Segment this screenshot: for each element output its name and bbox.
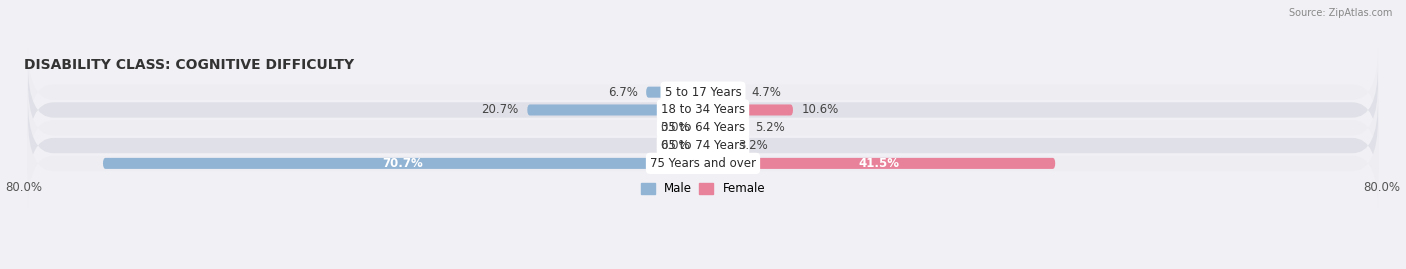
FancyBboxPatch shape — [527, 104, 703, 115]
Text: 41.5%: 41.5% — [859, 157, 900, 170]
Text: 75 Years and over: 75 Years and over — [650, 157, 756, 170]
Text: 10.6%: 10.6% — [801, 104, 839, 116]
Legend: Male, Female: Male, Female — [641, 182, 765, 196]
Text: 70.7%: 70.7% — [382, 157, 423, 170]
Text: 35 to 64 Years: 35 to 64 Years — [661, 121, 745, 134]
FancyBboxPatch shape — [28, 118, 1378, 209]
Text: 5 to 17 Years: 5 to 17 Years — [665, 86, 741, 99]
FancyBboxPatch shape — [703, 158, 1054, 169]
FancyBboxPatch shape — [647, 87, 703, 98]
Text: 18 to 34 Years: 18 to 34 Years — [661, 104, 745, 116]
FancyBboxPatch shape — [703, 140, 730, 151]
FancyBboxPatch shape — [703, 104, 793, 115]
FancyBboxPatch shape — [103, 158, 703, 169]
Text: 65 to 74 Years: 65 to 74 Years — [661, 139, 745, 152]
Text: 4.7%: 4.7% — [751, 86, 782, 99]
FancyBboxPatch shape — [28, 100, 1378, 191]
FancyBboxPatch shape — [703, 87, 742, 98]
Text: 20.7%: 20.7% — [482, 104, 519, 116]
Text: 0.0%: 0.0% — [661, 139, 690, 152]
Text: 3.2%: 3.2% — [738, 139, 769, 152]
Text: DISABILITY CLASS: COGNITIVE DIFFICULTY: DISABILITY CLASS: COGNITIVE DIFFICULTY — [24, 58, 354, 72]
Text: 0.0%: 0.0% — [661, 121, 690, 134]
FancyBboxPatch shape — [28, 82, 1378, 174]
FancyBboxPatch shape — [28, 64, 1378, 156]
FancyBboxPatch shape — [28, 47, 1378, 138]
FancyBboxPatch shape — [703, 122, 747, 133]
Text: Source: ZipAtlas.com: Source: ZipAtlas.com — [1288, 8, 1392, 18]
Text: 6.7%: 6.7% — [607, 86, 638, 99]
Text: 5.2%: 5.2% — [755, 121, 786, 134]
